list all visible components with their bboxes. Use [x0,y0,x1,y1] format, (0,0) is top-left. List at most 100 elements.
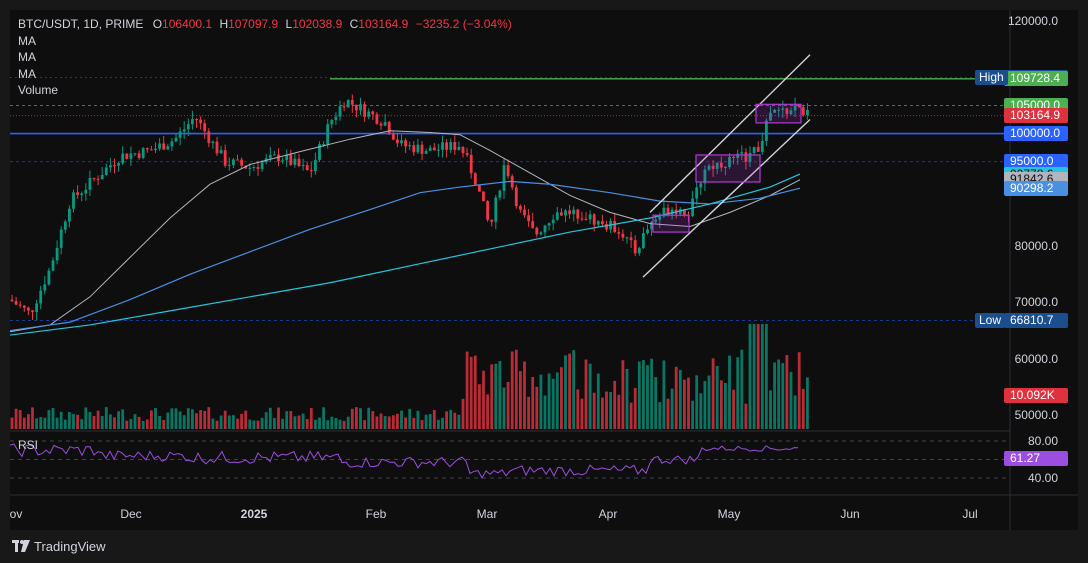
volume-bar [642,360,645,429]
time-axis-label: Jun [840,507,860,521]
ma-blue-line [10,180,801,332]
volume-bar [650,358,653,429]
candle [162,143,166,150]
ma-cyan-line [10,173,801,336]
price-axis-label: 70000.0 [1014,295,1058,310]
ma-gray-line [10,130,801,333]
consolidation-box-1 [652,214,690,233]
candle [191,119,194,125]
candle [223,150,227,166]
volume-bar [486,394,489,429]
candle [424,150,428,154]
volume-bar [59,411,63,429]
indicator-ma-1[interactable]: MA [18,33,36,48]
volume-bar [322,407,325,429]
chart-area[interactable]: BTC/USDT, 1D, PRIME O106400.1 H107097.9 … [10,10,1078,530]
volume-bar [670,388,674,429]
candle [428,147,432,151]
volume-bar [465,351,469,429]
volume-bar [186,408,190,429]
candle [18,304,22,306]
candle [695,187,699,199]
volume-bar [469,356,473,429]
candle [715,162,719,169]
volume-bar [207,407,211,429]
candle [506,165,510,177]
volume-bar [178,411,182,429]
volume-bar [10,417,14,429]
volume-bar [359,408,362,429]
candle [363,104,366,117]
candle [137,153,141,158]
volume-bar [35,418,38,429]
volume-bar [203,410,207,429]
candle [256,167,260,169]
time-axis-label: Mar [476,507,498,521]
candle [773,109,776,113]
volume-bar [752,324,756,429]
volume-bar [314,419,317,429]
candle [281,160,284,162]
volume-bar [428,414,432,429]
volume-bar [92,415,96,429]
candle [760,140,764,152]
candle [478,184,481,192]
candle [629,237,633,241]
candle [658,216,662,220]
channel-lower-line [642,118,811,278]
volume-bar [170,408,174,429]
volume-bar [104,407,108,429]
candle [744,152,748,162]
close-label: C [349,17,359,31]
volume-bar [441,417,444,429]
volume-bar [613,380,617,429]
volume-bar [137,416,141,429]
candle [383,122,387,126]
volume-bar [334,417,338,429]
candle [203,123,207,132]
candle [186,124,190,130]
candle [646,229,649,234]
candle [88,177,92,190]
volume-bar [674,366,678,429]
volume-bar [109,414,112,429]
indicator-ma-3[interactable]: MA [18,66,36,81]
candle [633,240,637,254]
volume-bar [707,375,711,429]
price-axis-label: 120000.0 [1007,14,1058,28]
candle [502,165,506,191]
indicator-ma-2[interactable]: MA [18,50,36,64]
volume-bar [478,384,481,429]
last-price-tag: 103164.9 [1004,108,1068,124]
volume-bar [191,409,194,429]
candle [441,142,444,150]
volume-bar [482,370,485,429]
volume-bar [150,410,153,429]
volume-bar [363,420,366,429]
indicator-volume[interactable]: Volume [18,83,59,97]
candle [84,189,88,194]
volume-bar [683,379,686,429]
volume-bar [277,407,280,429]
volume-bar [662,360,666,429]
candle [219,150,223,154]
volume-bar [371,411,375,429]
volume-bar [412,417,416,429]
candle [514,187,518,207]
candle [588,214,592,220]
volume-bar [166,412,170,429]
candle [740,152,744,154]
volume-bar [695,375,699,429]
tradingview-branding[interactable]: TradingView [12,538,106,554]
candle [453,142,457,150]
volume-bar [687,377,690,429]
candle [100,175,104,180]
candle [178,131,182,138]
rsi-indicator-label[interactable]: RSI [18,438,39,452]
volume-bar [195,413,198,429]
volume-bar [350,408,354,429]
volume-bar [728,355,731,429]
price-chart-canvas[interactable] [10,10,1078,530]
volume-bar [445,411,448,429]
candle [232,159,235,166]
